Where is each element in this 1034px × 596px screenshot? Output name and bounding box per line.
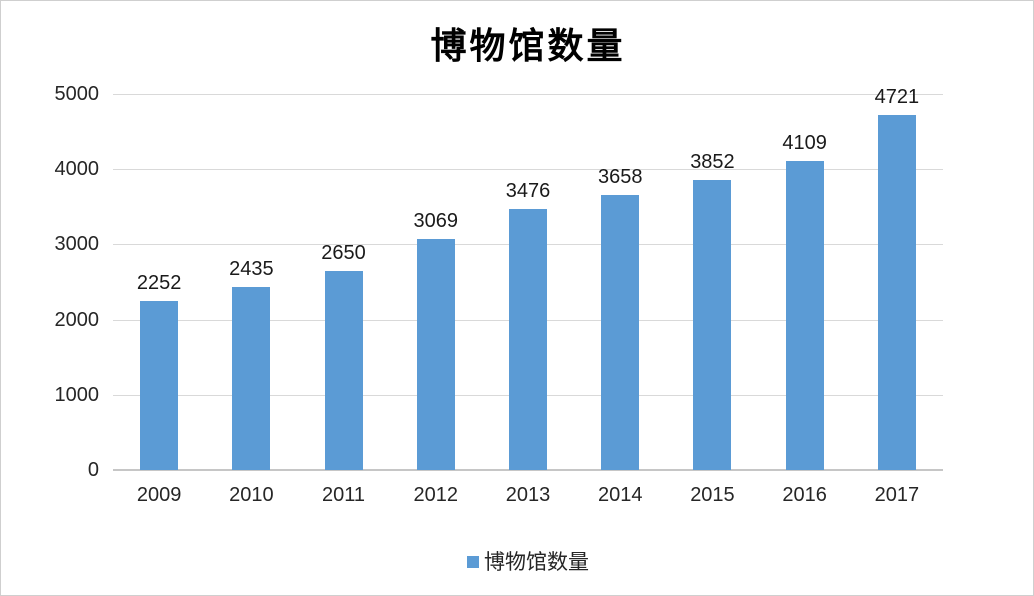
plot-area: 2252 2435 2650 3069 3476 3658 3852 4109 4721 [113, 86, 943, 471]
y-axis-tick-label: 1000 [54, 383, 100, 406]
chart-title: 博物馆数量 [430, 25, 626, 67]
bar-2016[interactable] [785, 161, 824, 470]
x-axis-tick-label: 2011 [322, 484, 366, 506]
y-axis-tick-label: 3000 [54, 233, 100, 256]
x-axis-tick-label: 2009 [136, 484, 182, 506]
x-axis-tick-label: 2017 [874, 484, 920, 506]
bar-2015[interactable] [693, 180, 732, 470]
bar-value-label: 2252 [136, 272, 182, 294]
bar-2012[interactable] [416, 239, 455, 470]
y-axis-tick-label: 4000 [54, 158, 100, 181]
y-axis-tick-label: 5000 [54, 83, 100, 105]
bar-value-label: 4721 [874, 86, 920, 108]
gridline [113, 169, 943, 171]
chart-legend[interactable]: 博物馆数量 [113, 547, 943, 575]
bar-2017[interactable] [877, 115, 916, 470]
bar-2009[interactable] [140, 301, 179, 470]
bar-2010[interactable] [232, 287, 271, 470]
bar-value-label: 2650 [321, 242, 366, 264]
bar-value-label: 2435 [229, 258, 274, 280]
y-axis-tick-label: 2000 [54, 308, 100, 331]
bar-value-label: 3069 [413, 210, 459, 232]
bar-value-label: 4109 [782, 132, 827, 154]
y-axis-tick-label: 0 [87, 459, 99, 481]
x-axis-line [113, 469, 943, 471]
x-axis-tick-label: 2013 [505, 484, 551, 506]
bar-value-label: 3476 [505, 180, 551, 202]
legend-label: 博物馆数量 [484, 551, 589, 574]
bar-value-label: 3658 [597, 166, 643, 188]
legend-swatch-icon [467, 556, 479, 568]
bar-2013[interactable] [509, 209, 547, 470]
x-axis-tick-label: 2015 [690, 484, 735, 506]
x-axis-tick-label: 2016 [782, 484, 827, 506]
bar-2014[interactable] [601, 195, 640, 470]
gridline [113, 94, 943, 95]
bar-value-label: 3852 [690, 151, 735, 173]
x-axis-tick-label: 2012 [413, 484, 459, 506]
x-axis-tick-label: 2010 [229, 484, 274, 506]
x-axis-tick-label: 2014 [597, 484, 643, 506]
bar-2011[interactable] [324, 271, 363, 470]
